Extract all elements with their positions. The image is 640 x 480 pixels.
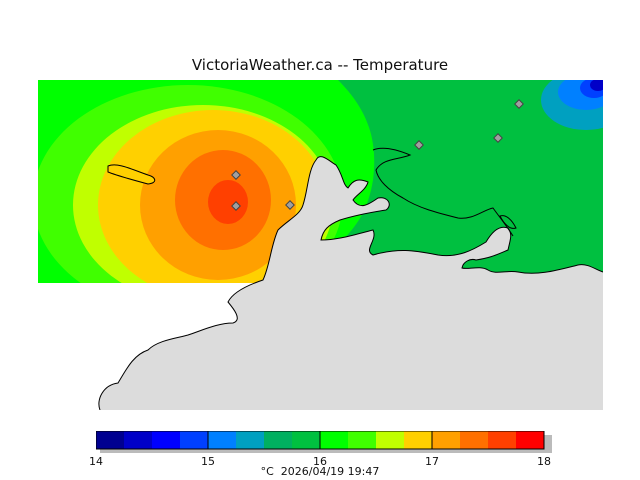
legend-tick-14: 14 bbox=[89, 455, 103, 468]
legend-caption: °C 2026/04/19 19:47 bbox=[0, 465, 640, 478]
island bbox=[107, 164, 156, 185]
inlet bbox=[372, 147, 514, 237]
legend-tick-16: 16 bbox=[313, 455, 327, 468]
legend-swatch bbox=[320, 431, 348, 449]
weather-station-marker[interactable] bbox=[493, 133, 503, 143]
legend-swatch bbox=[264, 431, 292, 449]
temperature-map[interactable] bbox=[38, 80, 603, 410]
weather-station-marker[interactable] bbox=[285, 200, 295, 210]
legend-swatch bbox=[404, 431, 432, 449]
legend-swatch bbox=[292, 431, 320, 449]
legend-tick-17: 17 bbox=[425, 455, 439, 468]
color-legend bbox=[96, 431, 552, 453]
legend-tick-18: 18 bbox=[537, 455, 551, 468]
weather-station-marker[interactable] bbox=[414, 140, 424, 150]
legend-swatch bbox=[376, 431, 404, 449]
islet bbox=[499, 215, 517, 229]
weather-station-marker[interactable] bbox=[231, 201, 241, 211]
legend-swatch bbox=[96, 431, 124, 449]
unit-label: °C bbox=[260, 465, 274, 478]
legend-swatch bbox=[488, 431, 516, 449]
legend-tick-15: 15 bbox=[201, 455, 215, 468]
weather-station-marker[interactable] bbox=[231, 170, 241, 180]
station-markers bbox=[231, 99, 524, 211]
legend-swatch bbox=[152, 431, 180, 449]
legend-swatches bbox=[96, 431, 544, 449]
legend-swatch bbox=[348, 431, 376, 449]
weather-station-marker[interactable] bbox=[514, 99, 524, 109]
legend-swatch bbox=[236, 431, 264, 449]
timestamp: 2026/04/19 19:47 bbox=[280, 465, 380, 478]
legend-swatch bbox=[516, 431, 544, 449]
legend-swatch bbox=[180, 431, 208, 449]
legend-swatch bbox=[460, 431, 488, 449]
legend-swatch bbox=[208, 431, 236, 449]
legend-swatch bbox=[124, 431, 152, 449]
map-title: VictoriaWeather.ca -- Temperature bbox=[191, 56, 449, 74]
landmass bbox=[98, 156, 603, 410]
coastline bbox=[98, 156, 603, 410]
legend-swatch bbox=[432, 431, 460, 449]
